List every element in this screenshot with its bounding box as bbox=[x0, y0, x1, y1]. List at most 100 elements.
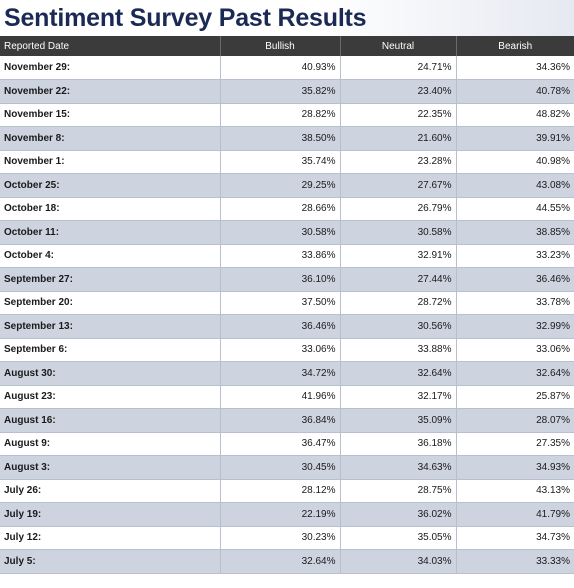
neutral-cell: 35.09% bbox=[340, 408, 457, 433]
table-row: October 4: 33.86% 32.91% 33.23% bbox=[0, 244, 574, 268]
bullish-cell: 30.23% bbox=[220, 526, 341, 550]
date-cell: September 20: bbox=[0, 291, 221, 315]
date-cell: November 29: bbox=[0, 56, 221, 80]
column-header-neutral: Neutral bbox=[340, 36, 457, 56]
column-header-bearish: Bearish bbox=[456, 36, 574, 56]
bullish-cell: 33.06% bbox=[220, 338, 341, 362]
bearish-cell: 27.35% bbox=[456, 432, 574, 456]
column-header-bullish: Bullish bbox=[220, 36, 341, 56]
bearish-cell: 43.13% bbox=[456, 479, 574, 503]
bullish-cell: 28.66% bbox=[220, 197, 341, 221]
neutral-cell: 30.58% bbox=[340, 220, 457, 245]
bullish-cell: 36.10% bbox=[220, 267, 341, 292]
neutral-cell: 27.67% bbox=[340, 173, 457, 198]
neutral-cell: 32.91% bbox=[340, 244, 457, 268]
bullish-cell: 37.50% bbox=[220, 291, 341, 315]
results-table: Reported Date Bullish Neutral Bearish No… bbox=[0, 36, 574, 574]
date-cell: November 1: bbox=[0, 150, 221, 174]
table-row: October 11: 30.58% 30.58% 38.85% bbox=[0, 220, 574, 245]
date-cell: August 9: bbox=[0, 432, 221, 456]
table-row: October 25: 29.25% 27.67% 43.08% bbox=[0, 173, 574, 198]
date-cell: October 25: bbox=[0, 173, 221, 198]
bullish-cell: 33.86% bbox=[220, 244, 341, 268]
bullish-cell: 38.50% bbox=[220, 126, 341, 151]
date-cell: August 16: bbox=[0, 408, 221, 433]
date-cell: September 13: bbox=[0, 314, 221, 339]
table-row: September 27: 36.10% 27.44% 36.46% bbox=[0, 267, 574, 292]
table-row: September 6: 33.06% 33.88% 33.06% bbox=[0, 338, 574, 362]
date-cell: August 30: bbox=[0, 361, 221, 386]
date-cell: August 3: bbox=[0, 455, 221, 480]
bullish-cell: 41.96% bbox=[220, 385, 341, 409]
bullish-cell: 35.74% bbox=[220, 150, 341, 174]
neutral-cell: 32.64% bbox=[340, 361, 457, 386]
bearish-cell: 33.23% bbox=[456, 244, 574, 268]
column-header-reported-date: Reported Date bbox=[0, 36, 221, 56]
neutral-cell: 34.03% bbox=[340, 549, 457, 574]
date-cell: July 26: bbox=[0, 479, 221, 503]
title-bar: Sentiment Survey Past Results bbox=[0, 0, 574, 36]
neutral-cell: 33.88% bbox=[340, 338, 457, 362]
bearish-cell: 44.55% bbox=[456, 197, 574, 221]
date-cell: September 6: bbox=[0, 338, 221, 362]
bullish-cell: 34.72% bbox=[220, 361, 341, 386]
date-cell: November 15: bbox=[0, 103, 221, 127]
table-row: November 8: 38.50% 21.60% 39.91% bbox=[0, 126, 574, 151]
date-cell: October 4: bbox=[0, 244, 221, 268]
neutral-cell: 24.71% bbox=[340, 56, 457, 80]
bullish-cell: 35.82% bbox=[220, 79, 341, 104]
bearish-cell: 33.33% bbox=[456, 549, 574, 574]
table-row: July 26: 28.12% 28.75% 43.13% bbox=[0, 479, 574, 503]
neutral-cell: 27.44% bbox=[340, 267, 457, 292]
table-row: November 29: 40.93% 24.71% 34.36% bbox=[0, 56, 574, 80]
bullish-cell: 22.19% bbox=[220, 502, 341, 527]
bearish-cell: 43.08% bbox=[456, 173, 574, 198]
bearish-cell: 34.73% bbox=[456, 526, 574, 550]
table-row: July 12: 30.23% 35.05% 34.73% bbox=[0, 526, 574, 550]
neutral-cell: 23.40% bbox=[340, 79, 457, 104]
date-cell: October 18: bbox=[0, 197, 221, 221]
date-cell: July 5: bbox=[0, 549, 221, 574]
bullish-cell: 36.84% bbox=[220, 408, 341, 433]
header-row: Reported Date Bullish Neutral Bearish bbox=[0, 36, 574, 56]
bearish-cell: 32.99% bbox=[456, 314, 574, 339]
bullish-cell: 28.82% bbox=[220, 103, 341, 127]
date-cell: November 22: bbox=[0, 79, 221, 104]
date-cell: July 19: bbox=[0, 502, 221, 527]
bullish-cell: 29.25% bbox=[220, 173, 341, 198]
bullish-cell: 30.45% bbox=[220, 455, 341, 480]
table-row: August 30: 34.72% 32.64% 32.64% bbox=[0, 361, 574, 386]
bearish-cell: 32.64% bbox=[456, 361, 574, 386]
date-cell: August 23: bbox=[0, 385, 221, 409]
table-row: September 20: 37.50% 28.72% 33.78% bbox=[0, 291, 574, 315]
table-row: August 9: 36.47% 36.18% 27.35% bbox=[0, 432, 574, 456]
neutral-cell: 36.02% bbox=[340, 502, 457, 527]
table-row: August 23: 41.96% 32.17% 25.87% bbox=[0, 385, 574, 409]
table-row: October 18: 28.66% 26.79% 44.55% bbox=[0, 197, 574, 221]
table-row: November 15: 28.82% 22.35% 48.82% bbox=[0, 103, 574, 127]
bullish-cell: 36.47% bbox=[220, 432, 341, 456]
table-header: Reported Date Bullish Neutral Bearish bbox=[0, 36, 574, 56]
date-cell: October 11: bbox=[0, 220, 221, 245]
table-row: August 16: 36.84% 35.09% 28.07% bbox=[0, 408, 574, 433]
table-row: November 22: 35.82% 23.40% 40.78% bbox=[0, 79, 574, 104]
neutral-cell: 34.63% bbox=[340, 455, 457, 480]
bullish-cell: 30.58% bbox=[220, 220, 341, 245]
bullish-cell: 32.64% bbox=[220, 549, 341, 574]
neutral-cell: 23.28% bbox=[340, 150, 457, 174]
neutral-cell: 32.17% bbox=[340, 385, 457, 409]
neutral-cell: 30.56% bbox=[340, 314, 457, 339]
table-row: July 19: 22.19% 36.02% 41.79% bbox=[0, 502, 574, 527]
neutral-cell: 35.05% bbox=[340, 526, 457, 550]
bearish-cell: 33.06% bbox=[456, 338, 574, 362]
bearish-cell: 34.93% bbox=[456, 455, 574, 480]
bullish-cell: 36.46% bbox=[220, 314, 341, 339]
date-cell: November 8: bbox=[0, 126, 221, 151]
bearish-cell: 36.46% bbox=[456, 267, 574, 292]
bearish-cell: 41.79% bbox=[456, 502, 574, 527]
neutral-cell: 36.18% bbox=[340, 432, 457, 456]
page-title: Sentiment Survey Past Results bbox=[4, 4, 367, 32]
bearish-cell: 40.78% bbox=[456, 79, 574, 104]
table-row: November 1: 35.74% 23.28% 40.98% bbox=[0, 150, 574, 174]
neutral-cell: 22.35% bbox=[340, 103, 457, 127]
